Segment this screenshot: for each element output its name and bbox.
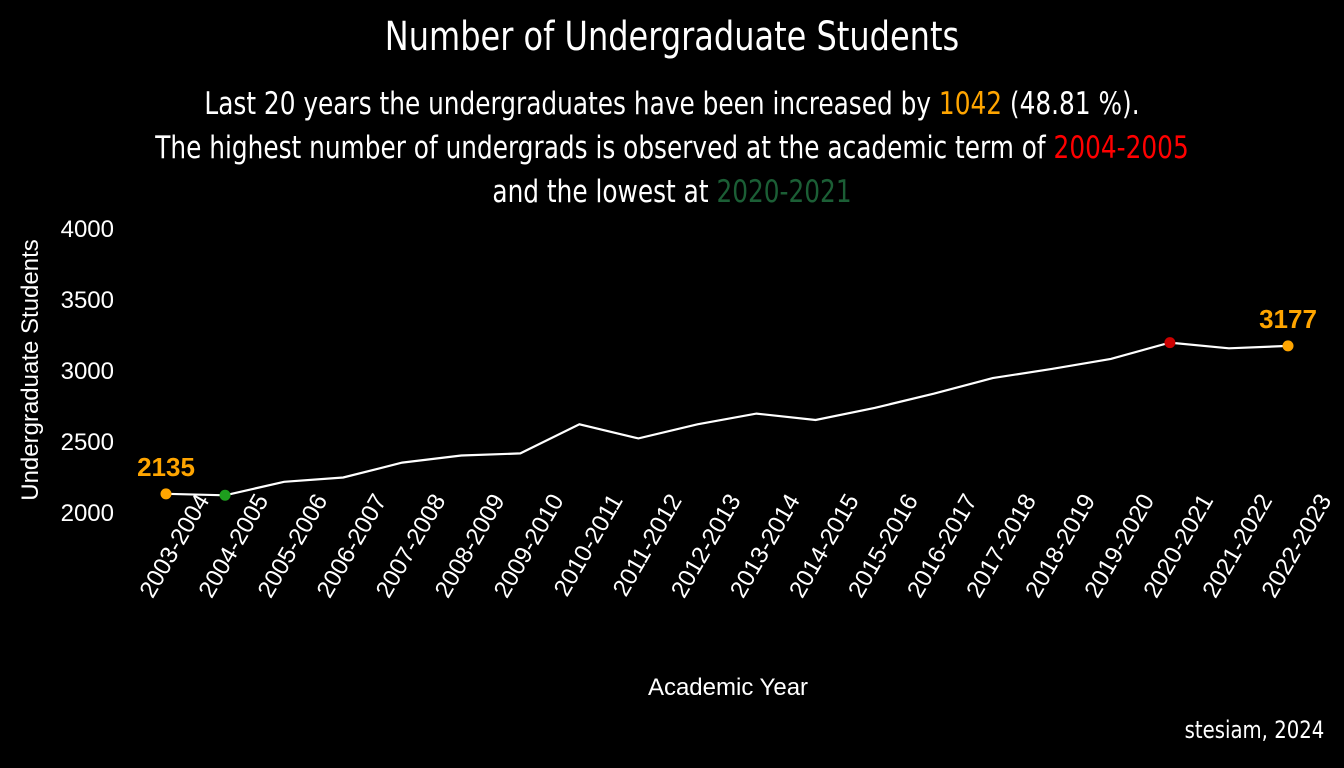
data-markers (160, 337, 1294, 501)
series-line (165, 341, 1289, 497)
data-label: 3177 (1259, 304, 1317, 334)
data-label: 2135 (137, 452, 195, 482)
highest-term-value: 2004-2005 (1053, 130, 1189, 166)
x-axis-label: Academic Year (648, 674, 808, 701)
x-axis-ticks: 2003-20042004-20052005-20062006-20072007… (134, 490, 1337, 603)
increase-value: 1042 (938, 86, 1003, 122)
subtitle-line-3-text: and the lowest at (492, 174, 717, 210)
data-point-marker (1164, 337, 1176, 349)
subtitle-line-2-text: The highest number of undergrads is obse… (155, 130, 1054, 166)
y-tick-label: 4000 (61, 216, 114, 243)
subtitle-line-1-text-a: Last 20 years the undergraduates have be… (204, 86, 939, 122)
data-point-marker (160, 488, 172, 500)
subtitle-line-1: Last 20 years the undergraduates have be… (134, 86, 1209, 122)
y-tick-label: 2000 (61, 500, 114, 527)
y-axis-ticks: 2000 2500 3000 3500 4000 (61, 216, 114, 527)
data-point-marker (1282, 340, 1294, 352)
y-tick-label: 2500 (61, 429, 114, 456)
subtitle-line-1-text-b: (48.81 %). (1002, 86, 1140, 122)
y-tick-label: 3500 (61, 287, 114, 314)
subtitle-line-2: The highest number of undergrads is obse… (134, 130, 1209, 166)
lowest-term-value: 2020-2021 (716, 174, 852, 210)
chart-title: Number of Undergraduate Students (384, 14, 960, 60)
data-labels: 2135 3177 (137, 304, 1317, 482)
y-axis-label: Undergraduate Students (17, 239, 44, 501)
subtitle-line-3: and the lowest at 2020-2021 (134, 174, 1209, 210)
y-tick-label: 3000 (61, 358, 114, 385)
data-point-marker (219, 489, 231, 501)
credit-text: stesiam, 2024 (1184, 716, 1324, 744)
